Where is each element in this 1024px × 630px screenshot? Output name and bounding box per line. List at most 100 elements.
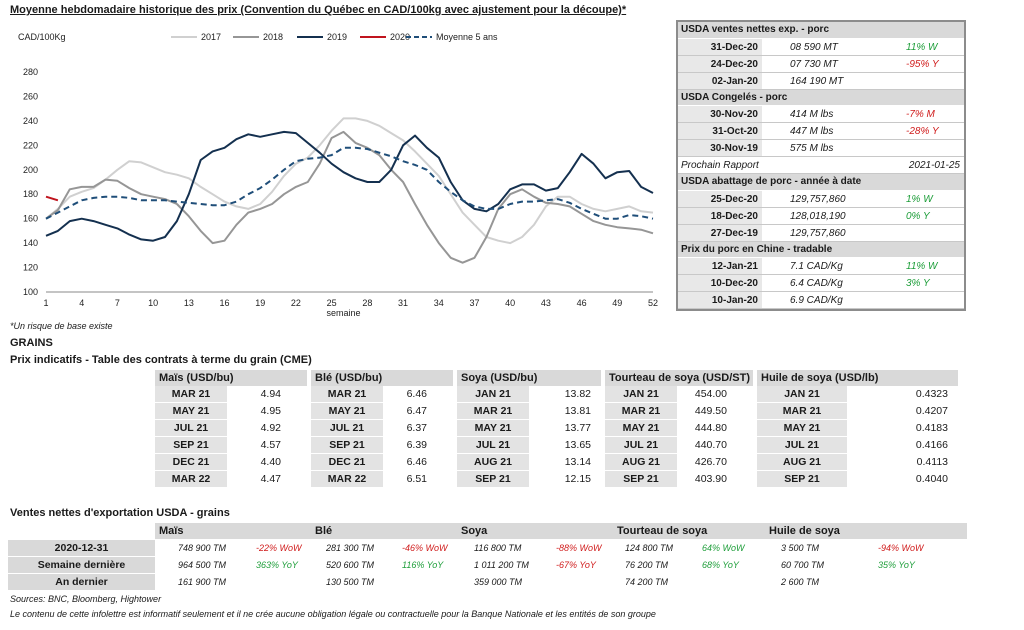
chart-title: Moyenne hebdomadaire historique des prix… <box>10 4 627 16</box>
contract-price: 0.4323 <box>915 388 948 400</box>
x-tick-label: 49 <box>612 298 622 308</box>
futures-row: JUL 21 440.70 <box>605 437 753 454</box>
contract-month: JAN 21 <box>457 386 529 403</box>
row-change: -28% Y <box>906 126 939 137</box>
row-date: 30-Nov-20 <box>678 106 762 122</box>
grains-subtitle: Prix indicatifs - Table des contrats à t… <box>10 354 312 366</box>
x-tick-label: 25 <box>327 298 337 308</box>
contract-month: JUL 21 <box>457 437 529 454</box>
legend-label: 2020 <box>390 32 410 42</box>
exports-change: -67% YoY <box>556 560 596 570</box>
futures-row: MAR 21 449.50 <box>605 403 753 420</box>
contract-month: AUG 21 <box>457 454 529 471</box>
contract-month: SEP 21 <box>311 437 383 454</box>
exports-change: -88% WoW <box>556 543 602 553</box>
exports-col-header: Blé <box>315 525 333 537</box>
futures-row: JUL 21 13.65 <box>457 437 601 454</box>
x-tick-label: 1 <box>43 298 48 308</box>
contract-month: MAY 21 <box>155 403 227 420</box>
futures-header: Maïs (USD/bu) <box>155 370 307 386</box>
exports-value: 520 600 TM <box>326 560 375 570</box>
futures-block: Soya (USD/bu) JAN 21 13.82 MAR 21 13.81 MAY 2… <box>457 370 601 488</box>
futures-row: AUG 21 426.70 <box>605 454 753 471</box>
futures-row: SEP 21 4.57 <box>155 437 307 454</box>
exports-value: 161 900 TM <box>178 577 227 587</box>
y-tick-label: 240 <box>23 116 38 126</box>
exports-value: 124 800 TM <box>625 543 674 553</box>
exports-change: 64% WoW <box>702 543 745 553</box>
contract-month: MAR 21 <box>757 403 847 420</box>
row-date: 27-Dec-19 <box>678 224 762 241</box>
contract-month: MAY 21 <box>311 403 383 420</box>
contract-month: JUL 21 <box>311 420 383 437</box>
contract-month: MAY 21 <box>757 420 847 437</box>
y-tick-label: 120 <box>23 263 38 273</box>
x-tick-label: 52 <box>648 298 658 308</box>
contract-price: 4.95 <box>260 405 281 417</box>
exports-value: 359 000 TM <box>474 577 523 587</box>
legend-label: 2017 <box>201 32 221 42</box>
exports-value: 748 900 TM <box>178 543 227 553</box>
contract-month: JUL 21 <box>155 420 227 437</box>
disclaimer: Le contenu de cette infolettre est infor… <box>10 609 656 619</box>
usda-row: 12-Jan-21 7.1 CAD/Kg 11% W <box>678 258 964 275</box>
futures-header: Tourteau de soya (USD/ST) <box>605 370 753 386</box>
futures-row: JAN 21 13.82 <box>457 386 601 403</box>
futures-row: JAN 21 0.4323 <box>757 386 958 403</box>
futures-row: SEP 21 12.15 <box>457 471 601 488</box>
row-date: 25-Dec-20 <box>678 190 762 207</box>
contract-price: 0.4113 <box>916 456 948 468</box>
contract-month: JAN 21 <box>757 386 847 403</box>
exports-change: 68% YoY <box>702 560 739 570</box>
row-date: 02-Jan-20 <box>678 72 762 89</box>
exports-change: -22% WoW <box>256 543 302 553</box>
exports-value: 281 300 TM <box>326 543 375 553</box>
contract-month: JUL 21 <box>605 437 677 454</box>
x-tick-label: 19 <box>255 298 265 308</box>
futures-row: JUL 21 0.4166 <box>757 437 958 454</box>
futures-row: AUG 21 0.4113 <box>757 454 958 471</box>
row-change: 3% Y <box>906 278 930 289</box>
contract-month: SEP 21 <box>605 471 677 488</box>
row-value: 08 590 MT <box>790 41 838 53</box>
usda-row: 30-Nov-19 575 M lbs <box>678 140 964 157</box>
row-date: 24-Dec-20 <box>678 55 762 72</box>
contract-month: SEP 21 <box>757 471 847 488</box>
contract-month: MAY 21 <box>457 420 529 437</box>
x-tick-label: 4 <box>79 298 84 308</box>
contract-month: MAR 22 <box>311 471 383 488</box>
row-value: 6.9 CAD/Kg <box>790 295 843 306</box>
exports-col-header: Tourteau de soya <box>617 525 708 537</box>
contract-price: 454.00 <box>694 388 727 400</box>
x-tick-label: 28 <box>362 298 372 308</box>
next-report-row: Prochain Rapport 2021-01-25 <box>678 157 964 174</box>
futures-row: MAY 21 6.47 <box>311 403 453 420</box>
contract-price: 0.4166 <box>915 439 948 451</box>
futures-row: JUL 21 6.37 <box>311 420 453 437</box>
x-tick-label: 46 <box>577 298 587 308</box>
row-change: 1% W <box>906 193 933 205</box>
contract-price: 13.65 <box>564 439 591 451</box>
contract-price: 4.47 <box>260 473 281 485</box>
contract-month: DEC 21 <box>311 454 383 471</box>
futures-header: Blé (USD/bu) <box>311 370 453 386</box>
contract-month: MAR 22 <box>155 471 227 488</box>
exports-title: Ventes nettes d'exportation USDA - grain… <box>10 507 230 519</box>
futures-block: Maïs (USD/bu) MAR 21 4.94 MAY 21 4.95 JUL 21 4… <box>155 370 307 488</box>
exports-change: 116% YoY <box>402 560 444 570</box>
contract-price: 440.70 <box>694 439 727 451</box>
x-tick-label: 10 <box>148 298 158 308</box>
exports-row: An dernier 161 900 TM 130 500 TM 359 000 TM… <box>8 574 968 591</box>
y-tick-label: 280 <box>23 67 38 77</box>
contract-price: 6.51 <box>406 473 427 485</box>
row-date: 12-Jan-21 <box>678 258 762 274</box>
exports-change: 35% YoY <box>878 560 915 570</box>
x-tick-label: 31 <box>398 298 408 308</box>
contract-price: 426.70 <box>694 456 727 468</box>
row-value: 6.4 CAD/Kg <box>790 278 843 289</box>
row-change: 11% W <box>906 41 938 53</box>
contract-price: 6.46 <box>406 388 427 400</box>
row-value: 414 M lbs <box>790 109 834 120</box>
exports-value: 964 500 TM <box>178 560 227 570</box>
futures-row: MAR 22 6.51 <box>311 471 453 488</box>
